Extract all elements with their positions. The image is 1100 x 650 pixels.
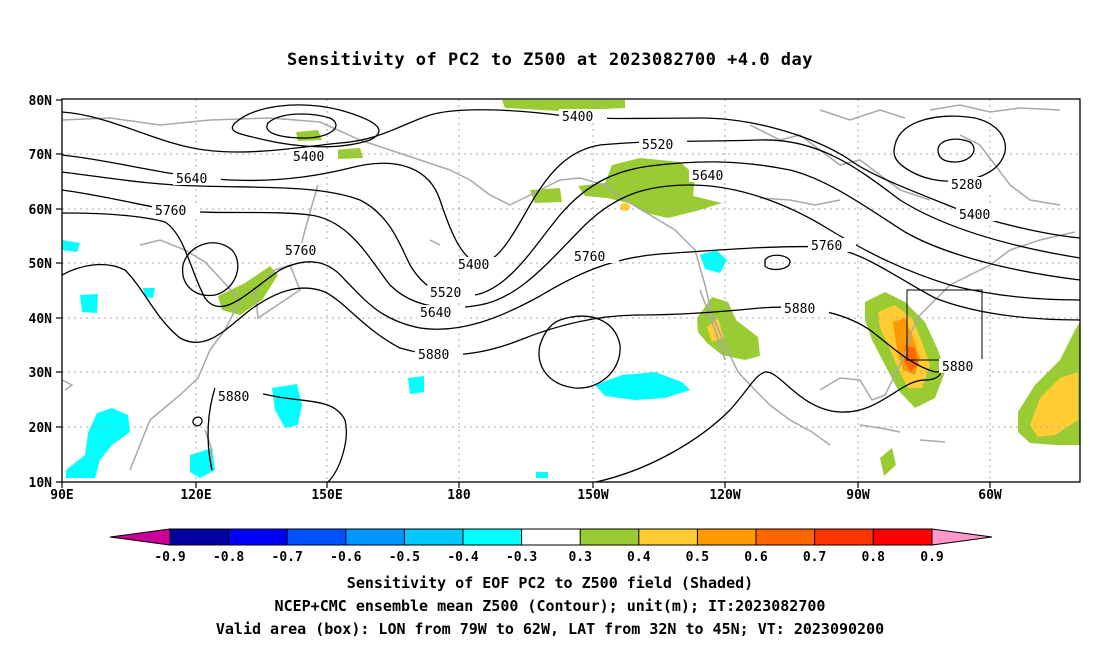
contour-label-5760: 5760 <box>155 204 186 219</box>
contour-label-5400: 5400 <box>562 110 593 125</box>
colorbar-swatch <box>228 529 288 545</box>
lon-label-60w: 60W <box>978 488 1002 503</box>
plot-title: Sensitivity of PC2 to Z500 at 2023082700… <box>286 50 813 70</box>
colorbar-swatch <box>170 529 229 545</box>
colorbar-tick-label: 0.3 <box>568 550 591 565</box>
colorbar: -0.9 -0.8 -0.7 -0.6 -0.5 -0.4 -0.3 0.3 0… <box>109 528 993 565</box>
lon-label-150e: 150E <box>311 488 342 503</box>
plot-frame <box>61 98 1081 483</box>
lon-label-90w: 90W <box>846 488 870 503</box>
contour-label-5640: 5640 <box>692 169 723 184</box>
contour-label-5280: 5280 <box>951 178 982 193</box>
lat-label-30n: 30N <box>29 366 53 381</box>
lat-label-10n: 10N <box>29 476 53 491</box>
colorbar-swatch <box>345 529 405 545</box>
colorbar-swatch <box>814 529 874 545</box>
colorbar-swatch <box>463 529 522 545</box>
contour-label-5760: 5760 <box>574 250 605 265</box>
lon-label-150w: 150W <box>577 488 608 503</box>
colorbar-tick-label: -0.6 <box>330 550 361 565</box>
caption-line-1: Sensitivity of EOF PC2 to Z500 field (Sh… <box>346 574 754 592</box>
colorbar-tick-label: 0.9 <box>920 550 943 565</box>
lat-label-50n: 50N <box>29 257 53 272</box>
contour-label-5880: 5880 <box>218 390 249 405</box>
colorbar-swatch <box>404 529 463 545</box>
colorbar-swatch <box>638 529 698 545</box>
lat-label-80n: 80N <box>29 94 53 109</box>
colorbar-swatch <box>287 529 346 545</box>
contour-label-5880: 5880 <box>784 302 815 317</box>
lat-label-60n: 60N <box>29 203 53 218</box>
contour-label-5520: 5520 <box>642 138 673 153</box>
contour-label-5520: 5520 <box>430 286 461 301</box>
colorbar-tick-label: -0.7 <box>272 550 303 565</box>
shaded-positive <box>218 100 1080 476</box>
caption-line-2: NCEP+CMC ensemble mean Z500 (Contour); u… <box>274 597 826 615</box>
colorbar-high-triangle <box>931 528 993 546</box>
contour-label-5880: 5880 <box>942 360 973 375</box>
lon-label-90e: 90E <box>50 488 73 503</box>
colorbar-swatch <box>697 529 756 545</box>
contour-label-5760: 5760 <box>285 244 316 259</box>
contour-label-5400: 5400 <box>959 208 990 223</box>
lon-label-120w: 120W <box>709 488 740 503</box>
colorbar-tick-label: -0.4 <box>447 550 478 565</box>
colorbar-tick-label: 0.7 <box>803 550 826 565</box>
colorbar-tick-label: -0.3 <box>506 550 537 565</box>
contour-labels: 5400 5400 5400 5400 5520 5520 5640 5640 … <box>152 109 1004 405</box>
lat-label-20n: 20N <box>29 421 53 436</box>
lon-label-180: 180 <box>447 488 471 503</box>
colorbar-swatch <box>580 529 639 545</box>
colorbar-low-triangle <box>109 528 171 546</box>
contour-label-5880: 5880 <box>418 348 449 363</box>
colorbar-swatch <box>873 529 932 545</box>
contour-label-5400: 5400 <box>293 150 324 165</box>
lat-label-70n: 70N <box>29 148 53 163</box>
contour-label-5400: 5400 <box>458 258 489 273</box>
colorbar-tick-label: 0.8 <box>861 550 885 565</box>
shaded-negative <box>62 240 727 478</box>
contour-label-5640: 5640 <box>420 306 451 321</box>
lat-label-40n: 40N <box>29 312 53 327</box>
caption-line-3: Valid area (box): LON from 79W to 62W, L… <box>215 620 885 638</box>
colorbar-tick-label: 0.4 <box>627 550 651 565</box>
lon-label-120e: 120E <box>180 488 211 503</box>
contour-label-5640: 5640 <box>176 172 207 187</box>
axis-ticks <box>56 99 991 488</box>
colorbar-swatch <box>756 529 815 545</box>
colorbar-tick-label: -0.8 <box>213 550 244 565</box>
colorbar-tick-label: -0.9 <box>154 550 185 565</box>
colorbar-tick-label: 0.5 <box>686 550 709 565</box>
colorbar-tick-label: 0.6 <box>744 550 768 565</box>
contour-label-5760: 5760 <box>811 239 842 254</box>
colorbar-tick-label: -0.5 <box>389 550 420 565</box>
colorbar-swatch <box>521 529 581 545</box>
